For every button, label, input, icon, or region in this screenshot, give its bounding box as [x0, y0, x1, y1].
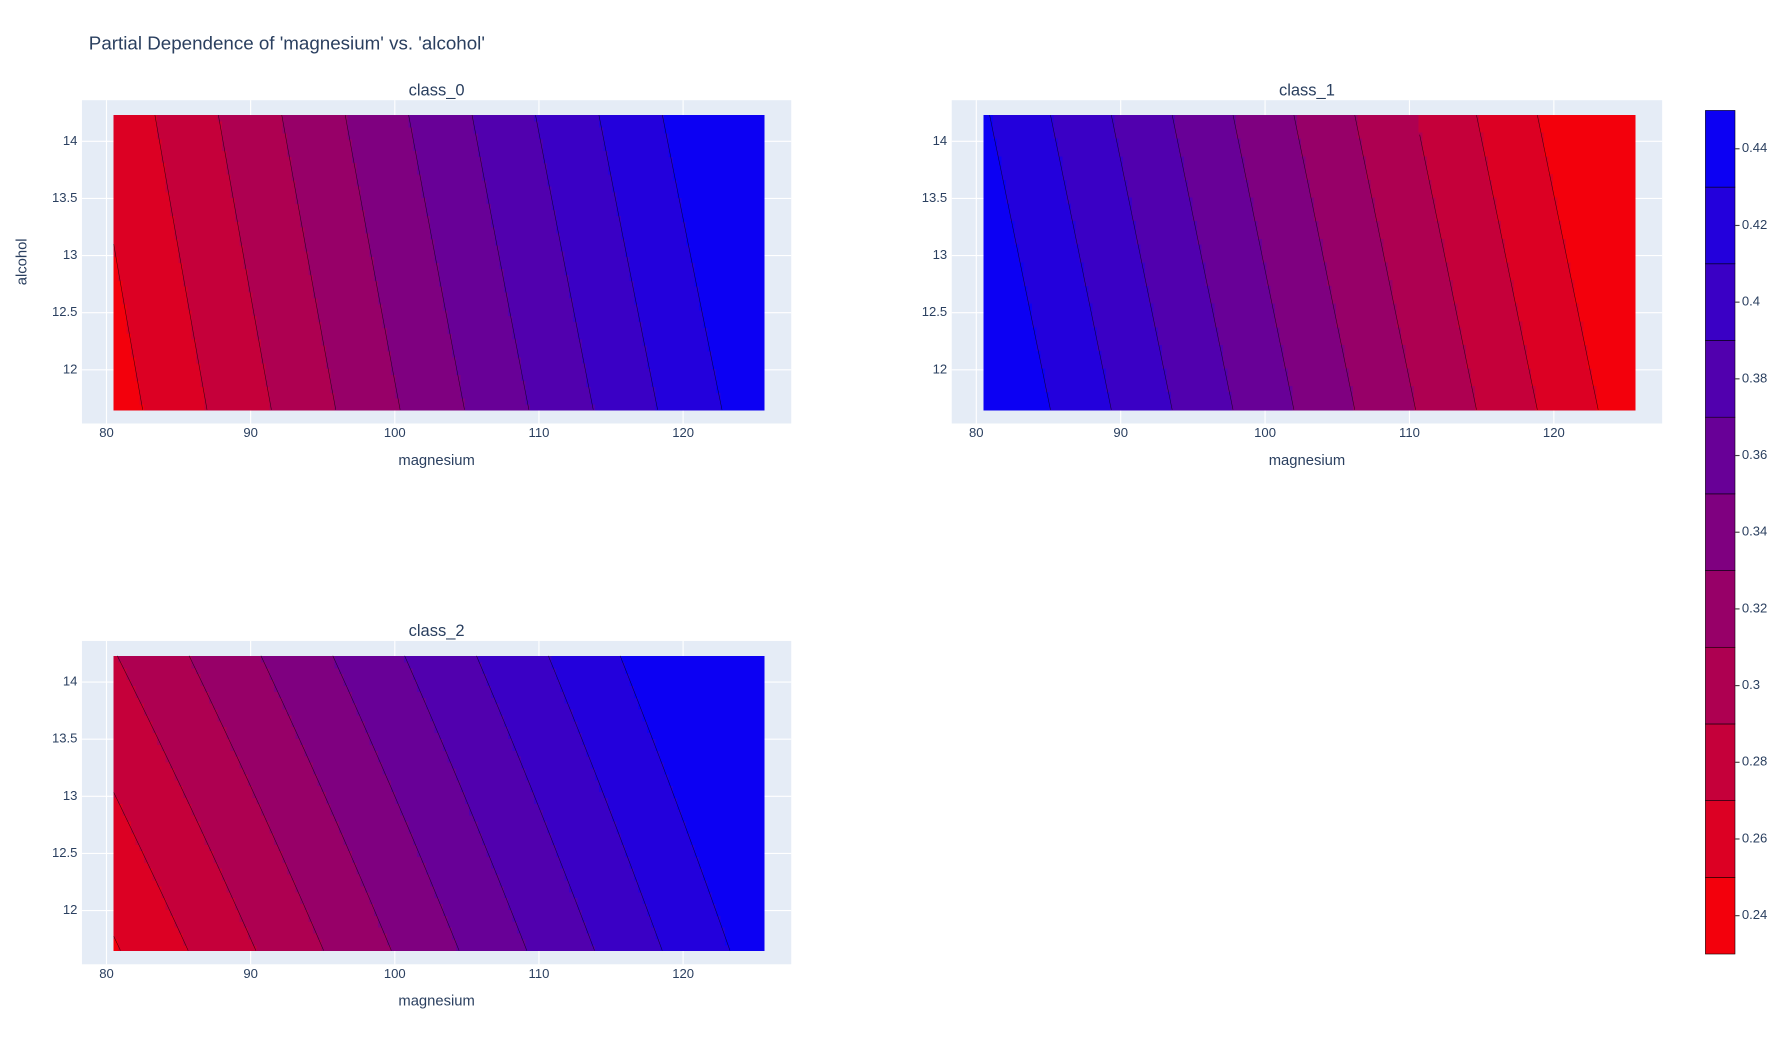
contour-band [1113, 115, 1232, 411]
y-tick-label: 12.5 [52, 304, 77, 319]
contour-band [1417, 115, 1536, 411]
contour-band [404, 655, 596, 952]
y-tick-label: 12.5 [52, 845, 77, 860]
contour-band [992, 115, 1111, 411]
y-tick-label: 12 [933, 361, 948, 376]
contour-band [534, 115, 657, 411]
contour-line [113, 114, 723, 410]
contour-band [334, 655, 527, 952]
x-tick-label: 120 [672, 425, 694, 440]
contour-band [408, 115, 531, 411]
x-axis-label: magnesium [398, 453, 474, 469]
x-tick-label: 90 [1113, 425, 1128, 440]
contour-line [113, 655, 731, 951]
contour-band [113, 797, 189, 952]
contour-band [551, 655, 730, 952]
colorbar-band [1705, 110, 1736, 188]
y-tick-label: 14 [63, 133, 78, 148]
x-tick-label: 110 [529, 425, 550, 440]
colorbar-band [1705, 800, 1736, 878]
contour-band [983, 115, 1050, 411]
contour-band [1174, 115, 1293, 411]
colorbar-tick-label: 0.24 [1742, 907, 1767, 922]
x-axis-label: magnesium [1269, 453, 1345, 469]
contour-band [599, 115, 722, 411]
x-tick-label: 120 [1543, 425, 1565, 440]
x-tick-label: 90 [243, 966, 258, 981]
contour-band [620, 655, 765, 952]
contour-band [113, 115, 206, 411]
contour-band [347, 115, 466, 411]
contour-band [477, 655, 661, 952]
y-tick-label: 14 [63, 674, 78, 689]
contour-band [1052, 115, 1171, 411]
colorbar-tick-label: 0.42 [1742, 217, 1767, 232]
x-axis-label: magnesium [398, 994, 474, 1010]
contour-band [1356, 115, 1475, 411]
x-tick-label: 90 [243, 425, 258, 440]
chart-title: Partial Dependence of 'magnesium' vs. 'a… [89, 32, 485, 53]
x-tick-label: 110 [1399, 425, 1420, 440]
y-tick-label: 13 [933, 247, 948, 262]
subplot-title: class_1 [1279, 81, 1335, 99]
y-axis-label: alcohol [15, 238, 31, 285]
contour-band [113, 655, 258, 952]
colorbar-tick-label: 0.36 [1742, 447, 1767, 462]
contour-band [1235, 115, 1354, 411]
colorbar-tick-label: 0.4 [1742, 294, 1760, 309]
y-tick-label: 13.5 [52, 731, 77, 746]
colorbar-band [1705, 570, 1736, 648]
x-tick-label: 100 [1254, 425, 1276, 440]
contour-band [217, 115, 336, 411]
contour-band [1539, 115, 1636, 411]
contour-band [261, 655, 457, 952]
contour-band [113, 938, 119, 952]
y-tick-label: 12 [63, 361, 78, 376]
colorbar-band [1705, 723, 1736, 801]
x-tick-label: 110 [529, 966, 550, 981]
subplot-title: class_2 [409, 622, 465, 640]
colorbar-tick-label: 0.44 [1742, 140, 1767, 155]
x-tick-label: 100 [384, 966, 406, 981]
y-tick-label: 13.5 [922, 190, 947, 205]
y-tick-label: 12 [63, 902, 78, 917]
contour-band [118, 655, 323, 952]
colorbar-band [1705, 340, 1736, 418]
y-tick-label: 13 [63, 247, 78, 262]
contour-band [157, 115, 271, 411]
colorbar-band [1705, 416, 1736, 495]
colorbar-tick-label: 0.3 [1742, 677, 1760, 692]
colorbar-band [1705, 646, 1736, 725]
colorbar-tick-label: 0.26 [1742, 830, 1767, 845]
y-tick-label: 13.5 [52, 190, 77, 205]
x-tick-label: 80 [99, 425, 114, 440]
y-tick-label: 13 [63, 788, 78, 803]
x-tick-label: 100 [384, 425, 406, 440]
y-tick-label: 12.5 [922, 304, 947, 319]
colorbar-tick-label: 0.28 [1742, 754, 1767, 769]
colorbar-band [1705, 493, 1736, 571]
x-tick-label: 80 [99, 966, 114, 981]
colorbar-band [1705, 263, 1736, 341]
colorbar-tick-label: 0.32 [1742, 600, 1767, 615]
contour-band [473, 115, 596, 411]
contour-band [282, 115, 401, 411]
colorbar-tick-label: 0.34 [1742, 524, 1767, 539]
contour-line [989, 114, 1599, 410]
x-tick-label: 120 [672, 966, 694, 981]
subplot-title: class_0 [409, 81, 465, 99]
x-tick-label: 80 [969, 425, 984, 440]
colorbar-band [1705, 186, 1736, 265]
contour-band [1296, 115, 1414, 411]
colorbar-tick-label: 0.38 [1742, 370, 1767, 385]
contour-band [191, 655, 392, 952]
contour-band [1478, 115, 1597, 411]
colorbar-band [1705, 877, 1736, 955]
contour-band [664, 115, 765, 411]
y-tick-label: 14 [933, 133, 948, 148]
